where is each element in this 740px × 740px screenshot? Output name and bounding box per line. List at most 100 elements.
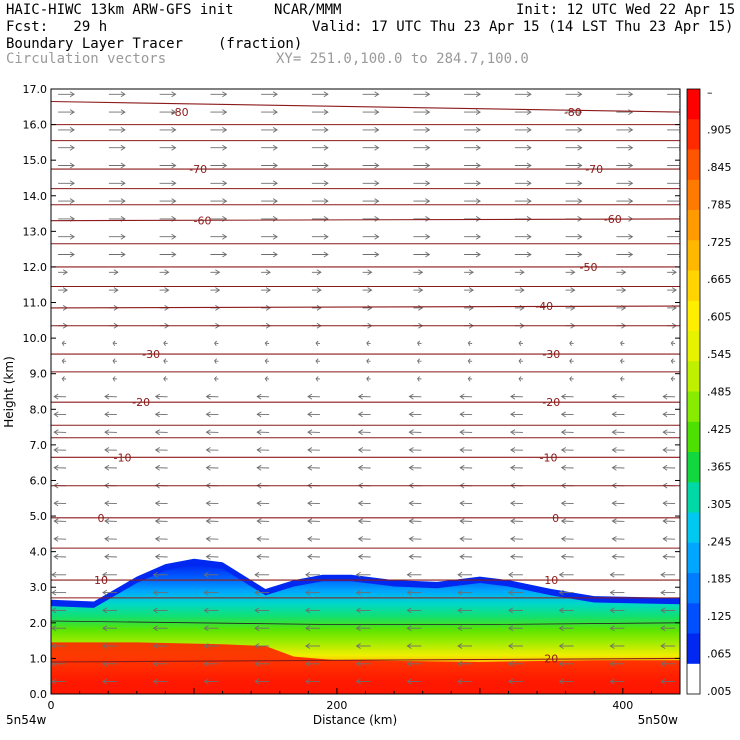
field-name: Boundary Layer Tracer	[6, 36, 184, 52]
wind-vector-head	[112, 358, 116, 364]
colorbar-swatch	[687, 361, 700, 393]
wind-vector-head	[256, 393, 262, 400]
wind-vector-head	[406, 660, 412, 667]
colorbar-label: .185	[707, 573, 732, 586]
wind-vector-head	[307, 429, 313, 436]
y-tick-label: 17.0	[23, 83, 48, 96]
wind-vector-head	[418, 287, 424, 293]
init-time: Init: 12 UTC Wed 22 Apr 15	[516, 2, 736, 18]
wind-vector-head	[569, 358, 573, 364]
wind-vector-head	[323, 251, 329, 258]
wind-vector-head	[671, 287, 677, 293]
wind-vector-head	[154, 553, 161, 560]
wind-vector-head	[508, 678, 514, 685]
wind-vector-head	[102, 607, 108, 614]
wind-vector-head	[171, 144, 177, 151]
x-tick-label: 200	[326, 699, 347, 712]
wind-vector-head	[203, 571, 209, 578]
wind-vector-head	[357, 393, 364, 400]
wind-vector-head	[628, 162, 634, 169]
colorbar-label: .305	[707, 498, 732, 511]
wind-vector-head	[518, 340, 522, 346]
wind-vector-head	[510, 553, 516, 560]
wind-vector-head	[61, 340, 65, 346]
wind-vector-head	[417, 340, 421, 346]
wind-vector-head	[374, 144, 380, 151]
wind-vector-head	[408, 536, 414, 542]
wind-vector-head	[628, 233, 634, 240]
wind-vector-head	[475, 251, 481, 258]
temperature-contour	[51, 305, 680, 309]
contour-label: 20	[544, 652, 558, 665]
wind-vector-head	[205, 393, 211, 400]
wind-vector-head	[457, 571, 463, 578]
y-tick-label: 10.0	[23, 332, 48, 345]
wind-vector-head	[102, 571, 108, 578]
wind-vector-head	[154, 464, 161, 471]
wind-vector-head	[112, 376, 116, 382]
wind-vector-head	[315, 376, 319, 382]
wind-vector-head	[171, 251, 177, 258]
wind-vector-head	[222, 109, 228, 115]
wind-vector-head	[61, 376, 65, 382]
wind-vector-head	[203, 660, 209, 667]
wind-vector-head	[467, 358, 471, 364]
wind-vector-head	[205, 464, 211, 471]
wind-vector-head	[256, 553, 262, 560]
wind-vector-head	[113, 287, 119, 293]
wind-vector-head	[102, 589, 108, 596]
contour-label: -60	[194, 215, 212, 228]
contour-label: -40	[535, 300, 553, 313]
wind-vector-head	[660, 643, 666, 649]
wind-vector-head	[222, 144, 228, 151]
wind-vector-head	[164, 287, 170, 293]
x-end-location: 5n50w	[638, 713, 679, 727]
colorbar-frame	[686, 88, 701, 695]
wind-vector-head	[355, 607, 361, 614]
wind-vector-head	[475, 216, 481, 222]
wind-vector-head	[323, 109, 329, 115]
wind-vector-head	[69, 198, 75, 204]
wind-vector-head	[459, 518, 465, 524]
wind-vector-head	[620, 358, 624, 364]
colorbar-swatch	[687, 270, 700, 302]
wind-vector-head	[214, 340, 218, 346]
wind-vector-head	[508, 571, 514, 578]
wind-vector-head	[526, 251, 532, 258]
colorbar-swatch	[687, 331, 700, 362]
wind-vector-head	[272, 127, 278, 133]
wind-vector-head	[367, 305, 373, 311]
wind-vector-head	[560, 429, 567, 436]
wind-vector-head	[307, 518, 313, 524]
wind-vector-head	[104, 464, 110, 471]
contour-label: 10	[544, 574, 558, 587]
wind-vector-head	[307, 536, 313, 542]
wind-vector-head	[305, 625, 311, 632]
wind-vector-head	[305, 589, 311, 596]
wind-vector-head	[510, 411, 516, 418]
wind-vector-head	[315, 340, 319, 346]
y-tick-label: 14.0	[23, 190, 48, 203]
wind-vector-head	[475, 233, 481, 240]
y-tick-label: 1.0	[30, 652, 48, 665]
wind-vector-head	[526, 162, 532, 169]
wind-vector-head	[152, 607, 158, 614]
y-tick-label: 6.0	[30, 474, 48, 487]
contour-label: -10	[114, 451, 132, 464]
wind-vector-head	[662, 447, 668, 453]
wind-vector-head	[660, 678, 666, 685]
wind-vector-head	[69, 251, 75, 258]
wind-vector-head	[307, 393, 313, 400]
wind-vector-head	[560, 411, 567, 418]
wind-vector-head	[570, 287, 576, 293]
wind-vector-head	[662, 536, 668, 542]
wind-vector-head	[154, 518, 161, 524]
wind-vector-head	[305, 571, 311, 578]
valid-time: Valid: 17 UTC Thu 23 Apr 15 (14 LST Thu …	[312, 19, 734, 35]
wind-vector-head	[406, 571, 412, 578]
wind-vector-head	[374, 127, 380, 133]
wind-vector-head	[662, 464, 668, 471]
wind-vector-head	[662, 393, 668, 400]
wind-vector-head	[104, 500, 110, 507]
wind-vector-head	[621, 287, 627, 293]
